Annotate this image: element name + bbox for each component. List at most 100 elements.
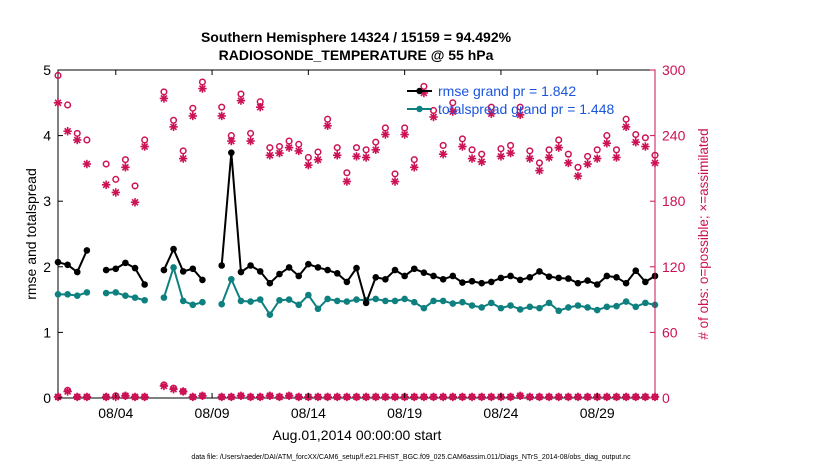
obs-assimilated-point-bottom: [323, 392, 332, 402]
y-right-tick-label: 180: [662, 193, 686, 209]
obs-assimilated-marker-stroke: [112, 188, 120, 196]
obs-assimilated-marker-stroke: [468, 393, 476, 401]
obs-assimilated-point-bottom: [371, 392, 380, 402]
totalspread-point: [170, 264, 177, 271]
obs-possible-point: [121, 156, 129, 164]
obs-possible-point: [304, 153, 312, 162]
obs-assimilated-point: [410, 163, 419, 172]
rmse-point: [613, 273, 620, 281]
obs-assimilated-marker-stroke: [507, 393, 515, 401]
obs-assimilated-marker-stroke: [352, 152, 361, 160]
obs-assimilated-point-bottom: [342, 392, 352, 402]
obs-assimilated-marker-stroke: [584, 160, 592, 168]
obs-assimilated-point-bottom: [487, 392, 496, 402]
obs-assimilated-point-bottom: [554, 392, 563, 402]
obs-assimilated-point: [448, 107, 457, 116]
obs-assimilated-marker-stroke: [574, 172, 582, 180]
obs-possible-point: [189, 104, 197, 112]
obs-assimilated-marker-stroke: [102, 181, 110, 189]
obs-assimilated-marker-stroke: [295, 147, 303, 155]
totalspread-point: [488, 299, 495, 307]
totalspread-point: [642, 299, 649, 307]
obs-assimilated-point-bottom: [333, 392, 342, 402]
obs-assimilated-marker-stroke: [237, 97, 245, 105]
obs-possible-point: [593, 146, 601, 154]
totalspread-point: [343, 298, 351, 305]
obs-assimilated-marker-stroke: [429, 393, 438, 401]
obs-assimilated-marker-stroke: [545, 393, 553, 401]
obs-assimilated-marker-stroke: [584, 393, 592, 401]
obs-assimilated-point: [121, 163, 130, 172]
obs-assimilated-marker-stroke: [170, 123, 178, 131]
obs-assimilated-point: [284, 143, 294, 152]
obs-assimilated-point: [506, 148, 515, 158]
obs-assimilated-point-bottom: [410, 392, 419, 402]
y-left-tick-label: 5: [43, 62, 51, 78]
obs-assimilated-marker-stroke: [401, 130, 409, 139]
obs-assimilated-marker-stroke: [478, 158, 486, 166]
obs-assimilated-marker-stroke: [256, 103, 264, 111]
obs-assimilated-point: [583, 159, 592, 169]
obs-assimilated-marker-stroke: [612, 393, 621, 401]
obs-assimilated-marker-stroke: [641, 393, 649, 401]
rmse-point: [372, 273, 380, 281]
obs-assimilated-marker-stroke: [439, 150, 447, 158]
obs-possible-point: [458, 135, 466, 143]
obs-assimilated-marker-stroke: [314, 156, 322, 164]
obs-assimilated-point-bottom: [477, 392, 486, 402]
obs-assimilated-marker-stroke: [516, 392, 524, 400]
obs-assimilated-point-bottom: [564, 392, 573, 402]
y-left-tick-label: 3: [43, 193, 51, 209]
obs-assimilated-marker-stroke: [256, 393, 264, 401]
obs-assimilated-marker-stroke: [54, 393, 62, 401]
rmse-line: [57, 249, 88, 274]
rmse-point: [324, 266, 331, 274]
obs-assimilated-point-bottom: [73, 392, 82, 402]
obs-assimilated-point-bottom: [101, 392, 111, 402]
obs-assimilated-marker-stroke: [198, 85, 206, 93]
data-file-footer: data file: /Users/raeder/DAI/ATM_forcXX/…: [191, 454, 631, 461]
y-right-tick-label: 120: [662, 259, 686, 275]
totalspread-point: [584, 304, 591, 311]
obs-possible-point: [545, 146, 553, 154]
obs-assimilated-point-bottom: [544, 392, 554, 402]
obs-assimilated-marker-stroke: [468, 155, 476, 163]
obs-assimilated-marker-stroke: [179, 387, 187, 395]
rmse-point: [179, 268, 187, 275]
obs-assimilated-marker-stroke: [564, 159, 572, 167]
obs-possible-point: [632, 130, 640, 139]
obs-possible-point: [535, 159, 544, 167]
obs-assimilated-point-bottom: [130, 392, 140, 402]
obs-assimilated-point-bottom: [381, 392, 390, 402]
totalspread-point: [295, 301, 303, 309]
y-right-tick-label: 240: [662, 128, 686, 144]
obs-assimilated-marker-stroke: [314, 393, 322, 401]
totalspread-point: [565, 304, 572, 311]
obs-assimilated-marker-stroke: [603, 393, 611, 401]
legend-spread-label: totalspread grand pr = 1.448: [438, 101, 615, 117]
obs-possible-point: [333, 144, 341, 152]
obs-assimilated-point-bottom: [188, 392, 198, 402]
obs-possible-point: [564, 150, 572, 158]
totalspread-point: [622, 298, 630, 305]
obs-assimilated-point-bottom: [227, 392, 236, 402]
obs-assimilated-marker-stroke: [343, 393, 351, 401]
obs-assimilated-marker-stroke: [391, 177, 399, 186]
obs-assimilated-point: [496, 152, 506, 161]
obs-possible-point: [555, 136, 563, 144]
rmse-point: [276, 270, 283, 278]
obs-assimilated-point: [554, 143, 563, 152]
totalspread-point: [131, 294, 139, 301]
obs-assimilated-marker-stroke: [545, 153, 553, 162]
obs-assimilated-point: [564, 158, 573, 168]
rmse-point: [305, 260, 312, 268]
obs-assimilated-point: [53, 98, 63, 107]
totalspread-point: [247, 298, 254, 305]
obs-assimilated-marker-stroke: [64, 387, 72, 395]
rmse-point: [516, 276, 524, 284]
totalspread-point: [73, 292, 81, 299]
obs-assimilated-point-bottom: [217, 392, 226, 402]
obs-assimilated-point: [256, 102, 265, 112]
rmse-point: [642, 278, 649, 286]
obs-assimilated-point: [361, 153, 371, 162]
